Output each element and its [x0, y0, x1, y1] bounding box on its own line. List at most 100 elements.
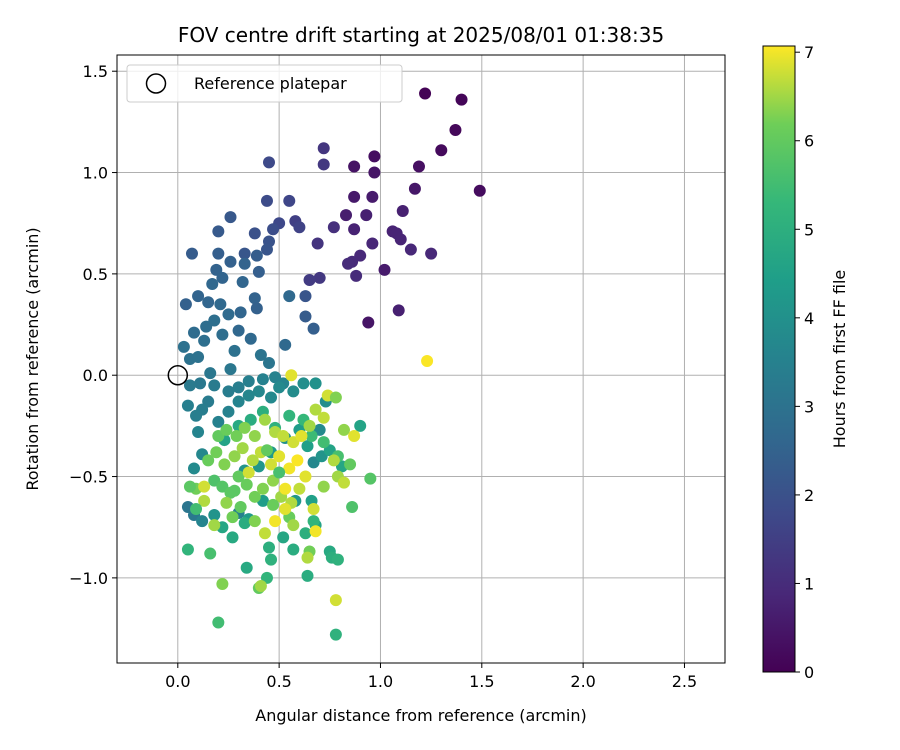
- data-point: [230, 430, 243, 443]
- reference-platepar-marker: [167, 364, 189, 386]
- data-point: [283, 462, 296, 475]
- data-point: [256, 373, 269, 386]
- y-tick-label: −0.5: [69, 468, 108, 487]
- data-point: [208, 519, 221, 532]
- data-point: [212, 247, 225, 260]
- data-point: [192, 350, 205, 363]
- data-point: [301, 440, 314, 453]
- data-point: [192, 425, 205, 438]
- data-point: [327, 454, 340, 467]
- data-point: [340, 209, 353, 222]
- data-point: [473, 184, 486, 197]
- data-point: [311, 237, 324, 250]
- data-point: [291, 454, 304, 467]
- data-point: [258, 527, 271, 540]
- data-point: [252, 385, 265, 398]
- data-point: [248, 490, 261, 503]
- data-point: [293, 482, 306, 495]
- data-point: [366, 237, 379, 250]
- data-point: [317, 480, 330, 493]
- data-point: [224, 363, 237, 376]
- data-point: [299, 527, 312, 540]
- data-point: [181, 399, 194, 412]
- data-point: [242, 389, 255, 402]
- data-points: [167, 87, 486, 641]
- data-point: [248, 515, 261, 528]
- data-point: [206, 278, 219, 291]
- data-point: [421, 355, 434, 368]
- data-point: [285, 369, 298, 382]
- data-point: [362, 316, 375, 329]
- data-point: [234, 306, 247, 319]
- data-point: [404, 243, 417, 256]
- data-point: [210, 446, 223, 459]
- data-point: [196, 515, 209, 528]
- data-point: [183, 379, 196, 392]
- data-point: [232, 381, 245, 394]
- legend: Reference platepar: [126, 64, 403, 103]
- data-point: [455, 93, 468, 106]
- plot-area: 0.0 0.5 1.0 1.5 2.0 2.5 −1.0 −0.5 0.0 0.5 1.0 1.5: [69, 54, 726, 691]
- colorbar-ticks: 0 1 2 3 4 5 6 7: [795, 43, 814, 682]
- x-tick-label: 2.0: [570, 672, 595, 691]
- data-point: [425, 247, 438, 260]
- legend-label: Reference platepar: [194, 74, 347, 93]
- data-point: [204, 547, 217, 560]
- data-point: [238, 517, 251, 530]
- data-point: [295, 430, 308, 443]
- colorbar-tick-label: 4: [804, 309, 814, 328]
- data-point: [263, 541, 275, 554]
- data-point: [188, 326, 201, 339]
- data-point: [212, 616, 225, 629]
- data-point: [348, 190, 361, 203]
- data-point: [279, 338, 292, 351]
- data-point: [273, 466, 286, 479]
- data-point: [350, 269, 363, 282]
- data-point: [317, 436, 330, 449]
- data-point: [392, 304, 405, 317]
- data-point: [368, 150, 381, 163]
- data-point: [216, 328, 229, 341]
- colorbar-tick-label: 1: [804, 574, 814, 593]
- data-point: [220, 423, 233, 436]
- data-point: [299, 470, 312, 483]
- data-point: [394, 233, 407, 246]
- data-point: [202, 454, 215, 467]
- data-point: [360, 209, 373, 222]
- data-point: [238, 247, 251, 260]
- y-tick-label: 0.5: [83, 265, 108, 284]
- data-point: [265, 458, 278, 471]
- data-point: [348, 160, 361, 173]
- data-point: [222, 405, 235, 418]
- data-point: [248, 430, 261, 443]
- data-point: [313, 271, 326, 284]
- data-point: [342, 257, 355, 270]
- data-point: [238, 421, 251, 434]
- y-tick-label: −1.0: [69, 569, 108, 588]
- y-axis-ticks: −1.0 −0.5 0.0 0.5 1.0 1.5: [69, 62, 117, 588]
- data-point: [232, 324, 245, 337]
- colorbar-tick-label: 5: [804, 220, 814, 239]
- data-point: [260, 243, 273, 256]
- data-point: [287, 519, 300, 532]
- data-point: [226, 531, 239, 544]
- data-point: [188, 462, 201, 475]
- data-point: [179, 298, 192, 311]
- data-point: [208, 509, 221, 522]
- data-point: [267, 498, 280, 511]
- data-point: [279, 482, 292, 495]
- data-point: [234, 500, 247, 513]
- data-point: [224, 255, 237, 268]
- colorbar-tick-label: 6: [804, 132, 814, 151]
- data-point: [269, 515, 282, 528]
- colorbar-gradient: [762, 45, 796, 673]
- data-point: [190, 502, 203, 515]
- data-point: [236, 275, 249, 288]
- data-point: [258, 413, 271, 426]
- data-point: [364, 472, 377, 485]
- data-point: [344, 458, 357, 471]
- data-point: [260, 444, 273, 457]
- data-point: [224, 211, 237, 224]
- data-point: [198, 334, 211, 347]
- data-point: [378, 263, 391, 276]
